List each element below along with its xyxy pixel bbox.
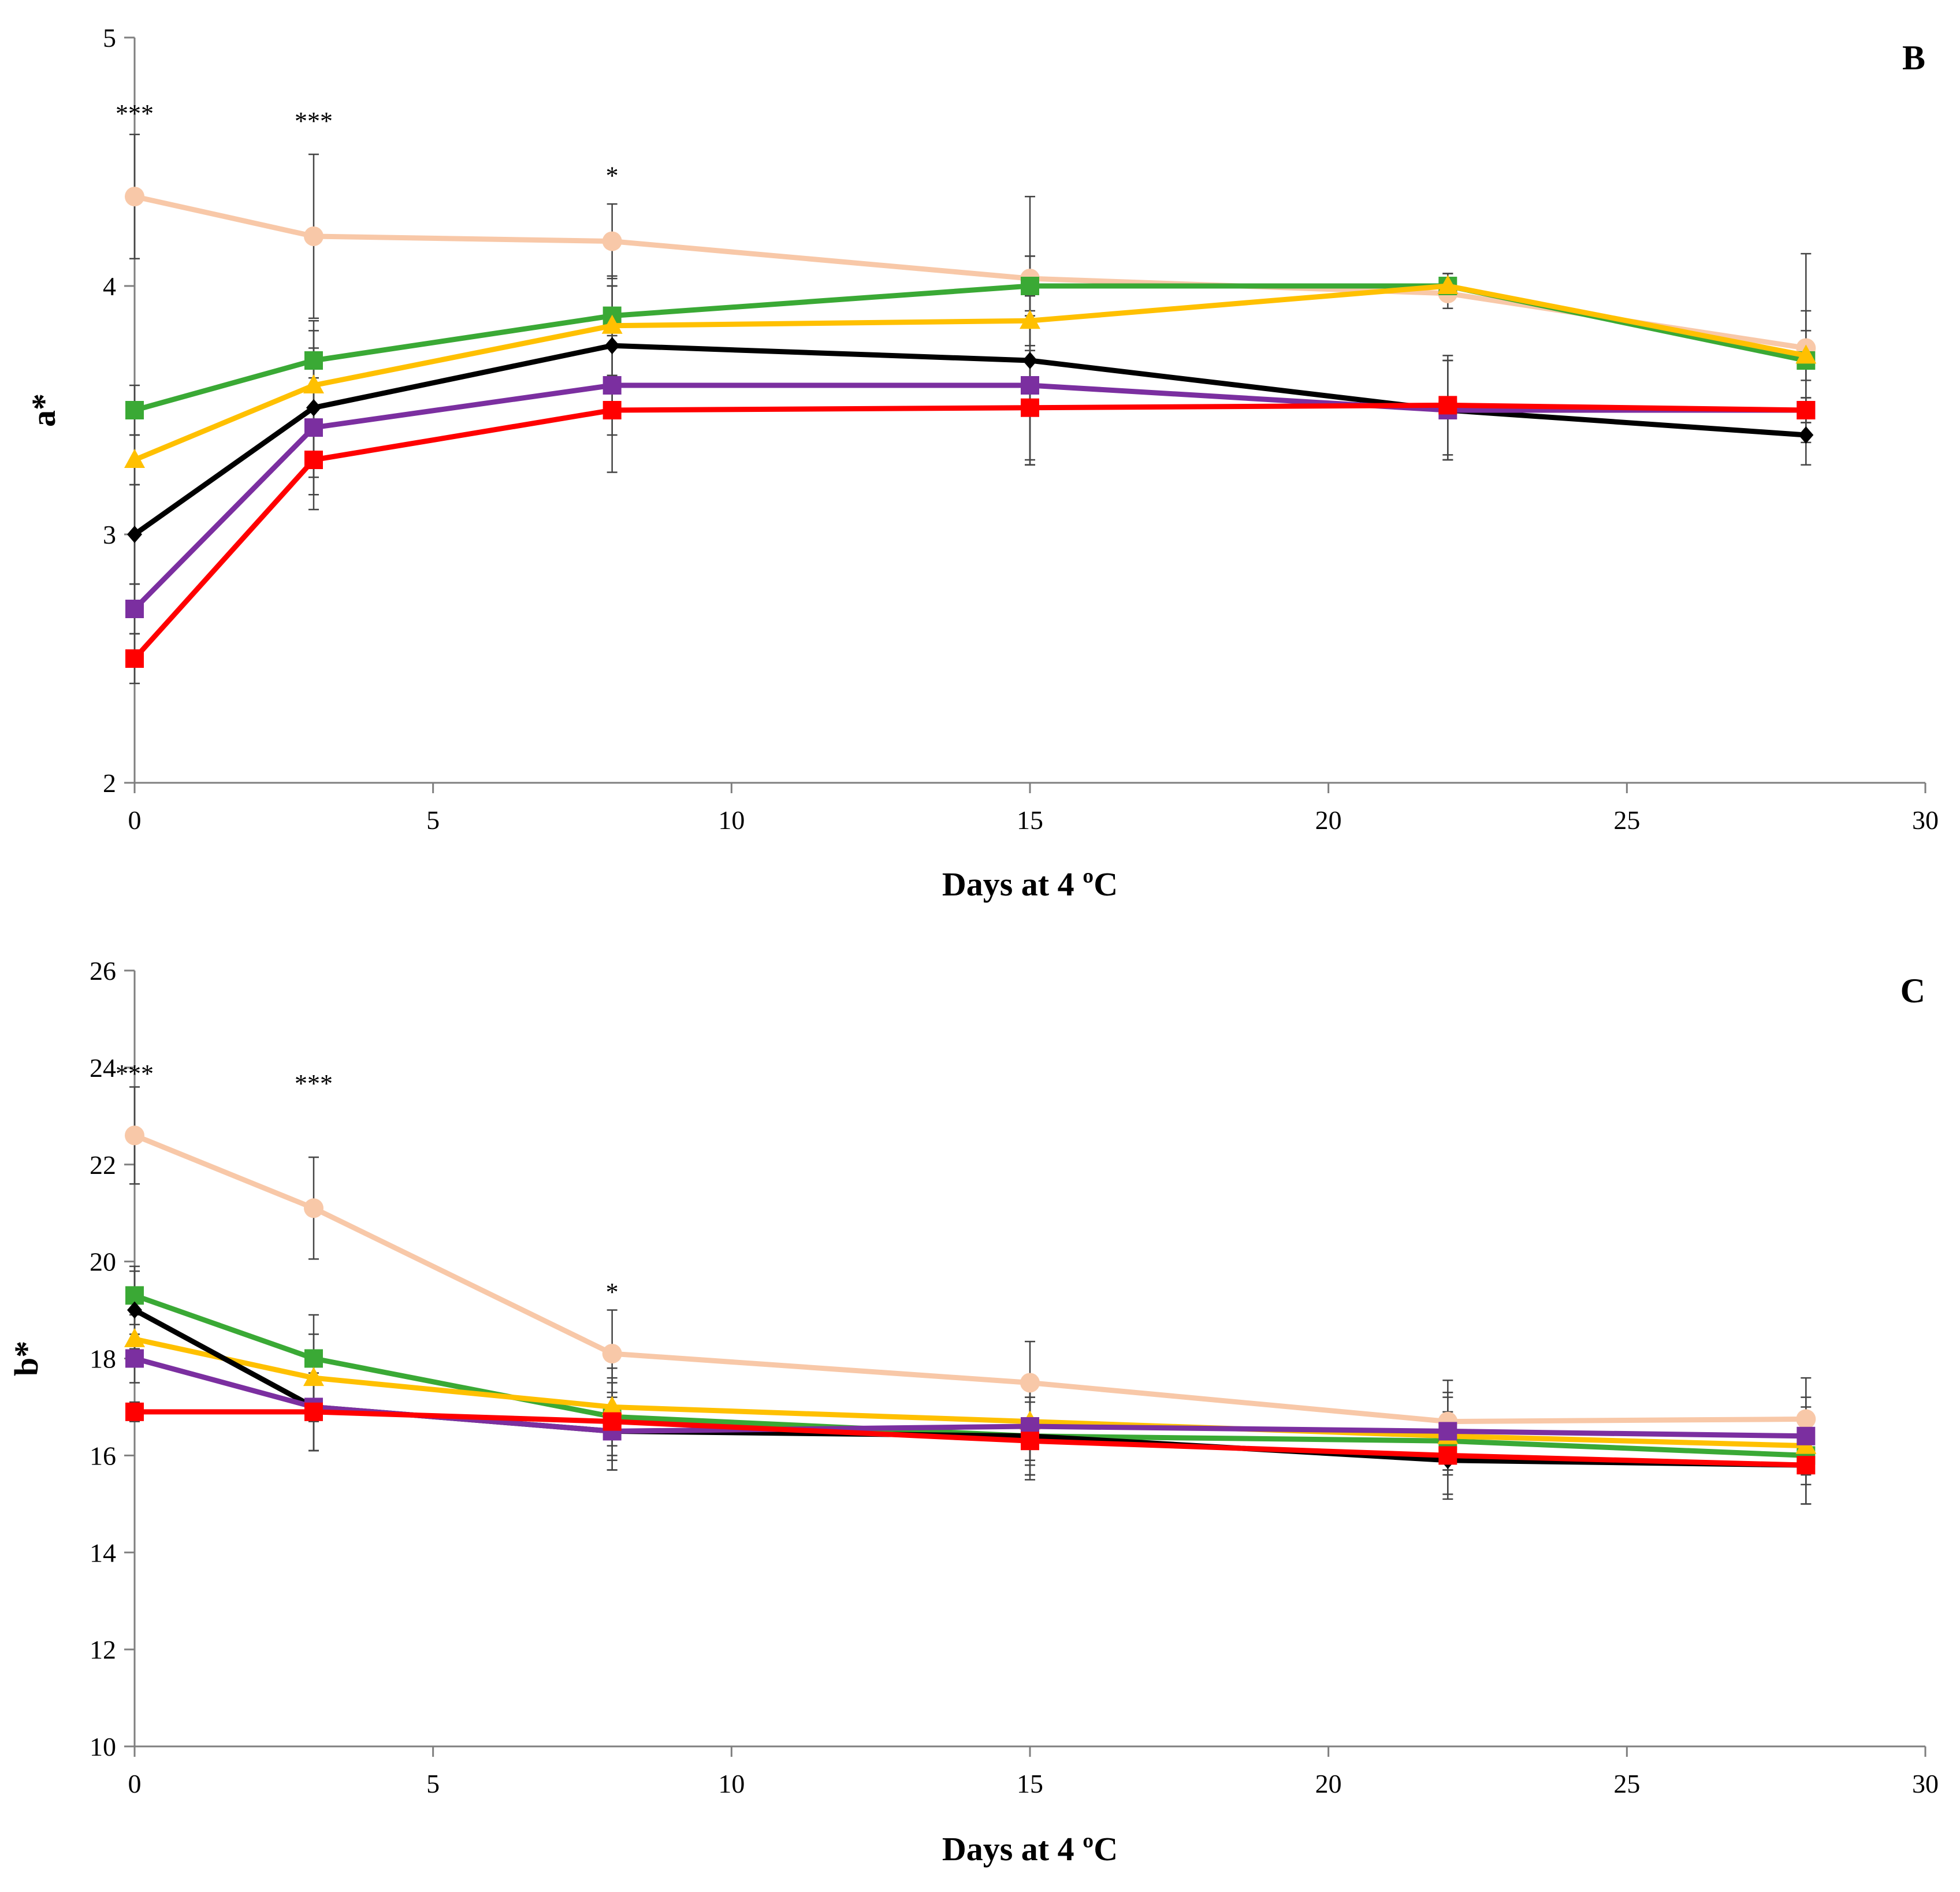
significance-label: *** — [116, 99, 154, 128]
data-point-purple-square — [1797, 1426, 1816, 1445]
data-point-yellow-triangle — [601, 314, 623, 334]
data-point-purple-square — [125, 1349, 144, 1368]
data-point-black-diamond — [127, 526, 142, 543]
data-point-red-square — [1438, 396, 1457, 415]
data-point-yellow-triangle — [1437, 275, 1459, 294]
data-point-purple-square — [1021, 376, 1039, 395]
x-tick-label: 5 — [426, 805, 440, 835]
series-line-yellow-triangle — [134, 1336, 1806, 1449]
y-axis-title: a* — [25, 393, 62, 427]
data-point-peach-circle — [125, 187, 144, 207]
series-line-yellow-triangle — [133, 283, 1807, 463]
data-point-red-square — [1021, 1432, 1039, 1451]
x-tick-label: 15 — [1017, 1769, 1043, 1798]
data-point-peach-circle — [602, 1344, 622, 1364]
data-point-red-square — [602, 1412, 622, 1431]
series-line-black-diamond — [133, 1307, 1806, 1468]
data-point-yellow-triangle — [124, 1328, 145, 1347]
data-point-peach-circle — [1020, 1373, 1040, 1393]
data-point-red-square — [304, 1402, 323, 1421]
data-point-red-square — [602, 401, 622, 419]
data-point-green-square — [304, 351, 323, 370]
data-point-yellow-triangle — [1795, 344, 1817, 364]
data-point-yellow-triangle — [303, 374, 324, 393]
data-point-yellow-triangle — [601, 1396, 623, 1415]
data-point-green-square — [1021, 277, 1039, 295]
x-tick-label: 20 — [1315, 805, 1342, 835]
significance-label: * — [606, 162, 619, 190]
data-point-red-square — [1021, 398, 1039, 417]
data-point-yellow-triangle — [1020, 310, 1040, 329]
data-point-red-square — [1797, 401, 1816, 419]
y-tick-label: 24 — [90, 1053, 116, 1083]
x-tick-label: 30 — [1912, 1769, 1939, 1798]
data-point-red-square — [304, 451, 323, 469]
data-point-red-square — [1438, 1446, 1457, 1465]
y-tick-label: 2 — [103, 768, 116, 798]
data-point-peach-circle — [125, 1125, 144, 1146]
significance-label: *** — [295, 1069, 333, 1098]
data-point-red-square — [125, 649, 144, 668]
panel-label: B — [1902, 39, 1925, 77]
data-point-black-diamond — [306, 399, 321, 417]
series-line-peach-circle — [133, 1133, 1806, 1425]
y-tick-label: 12 — [90, 1635, 116, 1664]
y-tick-label: 26 — [90, 956, 116, 986]
x-axis-title: Days at 4 ºC — [942, 1830, 1118, 1868]
y-tick-label: 18 — [90, 1344, 116, 1374]
x-tick-label: 30 — [1912, 805, 1939, 835]
x-tick-label: 0 — [128, 805, 142, 835]
y-axis-title: b* — [8, 1341, 45, 1376]
x-tick-label: 10 — [718, 1769, 745, 1798]
data-point-red-square — [1797, 1456, 1816, 1475]
x-tick-label: 5 — [426, 1769, 440, 1798]
series-line-black-diamond — [133, 343, 1806, 537]
x-tick-label: 25 — [1613, 1769, 1640, 1798]
data-point-purple-square — [1438, 1422, 1457, 1441]
panel-label: C — [1901, 972, 1925, 1010]
significance-label: * — [606, 1278, 619, 1306]
series-line-red-square — [135, 1409, 1806, 1468]
y-tick-label: 20 — [90, 1247, 116, 1277]
data-point-peach-circle — [602, 231, 622, 251]
data-point-purple-square — [125, 600, 144, 618]
data-point-black-diamond — [604, 337, 620, 355]
data-point-peach-circle — [1796, 1409, 1816, 1429]
y-tick-label: 5 — [103, 23, 116, 53]
series-line-peach-circle — [134, 194, 1807, 351]
data-point-black-diamond — [1022, 352, 1037, 369]
data-point-red-square — [125, 1402, 144, 1421]
data-point-black-diamond — [127, 1301, 142, 1319]
x-tick-label: 0 — [128, 1769, 142, 1798]
x-tick-label: 25 — [1613, 805, 1640, 835]
data-point-purple-square — [602, 376, 622, 395]
x-axis-title: Days at 4 ºC — [942, 865, 1118, 903]
y-tick-label: 14 — [90, 1538, 116, 1567]
data-point-black-diamond — [1798, 426, 1814, 444]
series-line-red-square — [132, 402, 1806, 661]
significance-label: *** — [295, 107, 333, 135]
data-point-yellow-triangle — [124, 449, 145, 468]
y-tick-label: 3 — [103, 520, 116, 549]
significance-label: *** — [116, 1060, 154, 1088]
y-tick-label: 22 — [90, 1150, 116, 1180]
y-tick-label: 4 — [103, 272, 116, 301]
data-point-green-square — [304, 1349, 323, 1368]
data-point-peach-circle — [304, 1198, 323, 1218]
y-tick-label: 16 — [90, 1441, 116, 1470]
y-tick-label: 10 — [90, 1732, 116, 1761]
data-point-yellow-triangle — [303, 1367, 324, 1387]
x-tick-label: 15 — [1017, 805, 1043, 835]
data-point-green-square — [125, 401, 144, 419]
x-tick-label: 10 — [718, 805, 745, 835]
x-tick-label: 20 — [1315, 1769, 1342, 1798]
series-line-purple-square — [132, 382, 1806, 611]
data-point-purple-square — [304, 418, 323, 437]
chart-panel-c: 10 12 14 16 18 20 22 24 26 0 5 10 15 20 25 30 Days at 4 … — [8, 956, 1939, 1868]
data-point-peach-circle — [304, 226, 323, 246]
